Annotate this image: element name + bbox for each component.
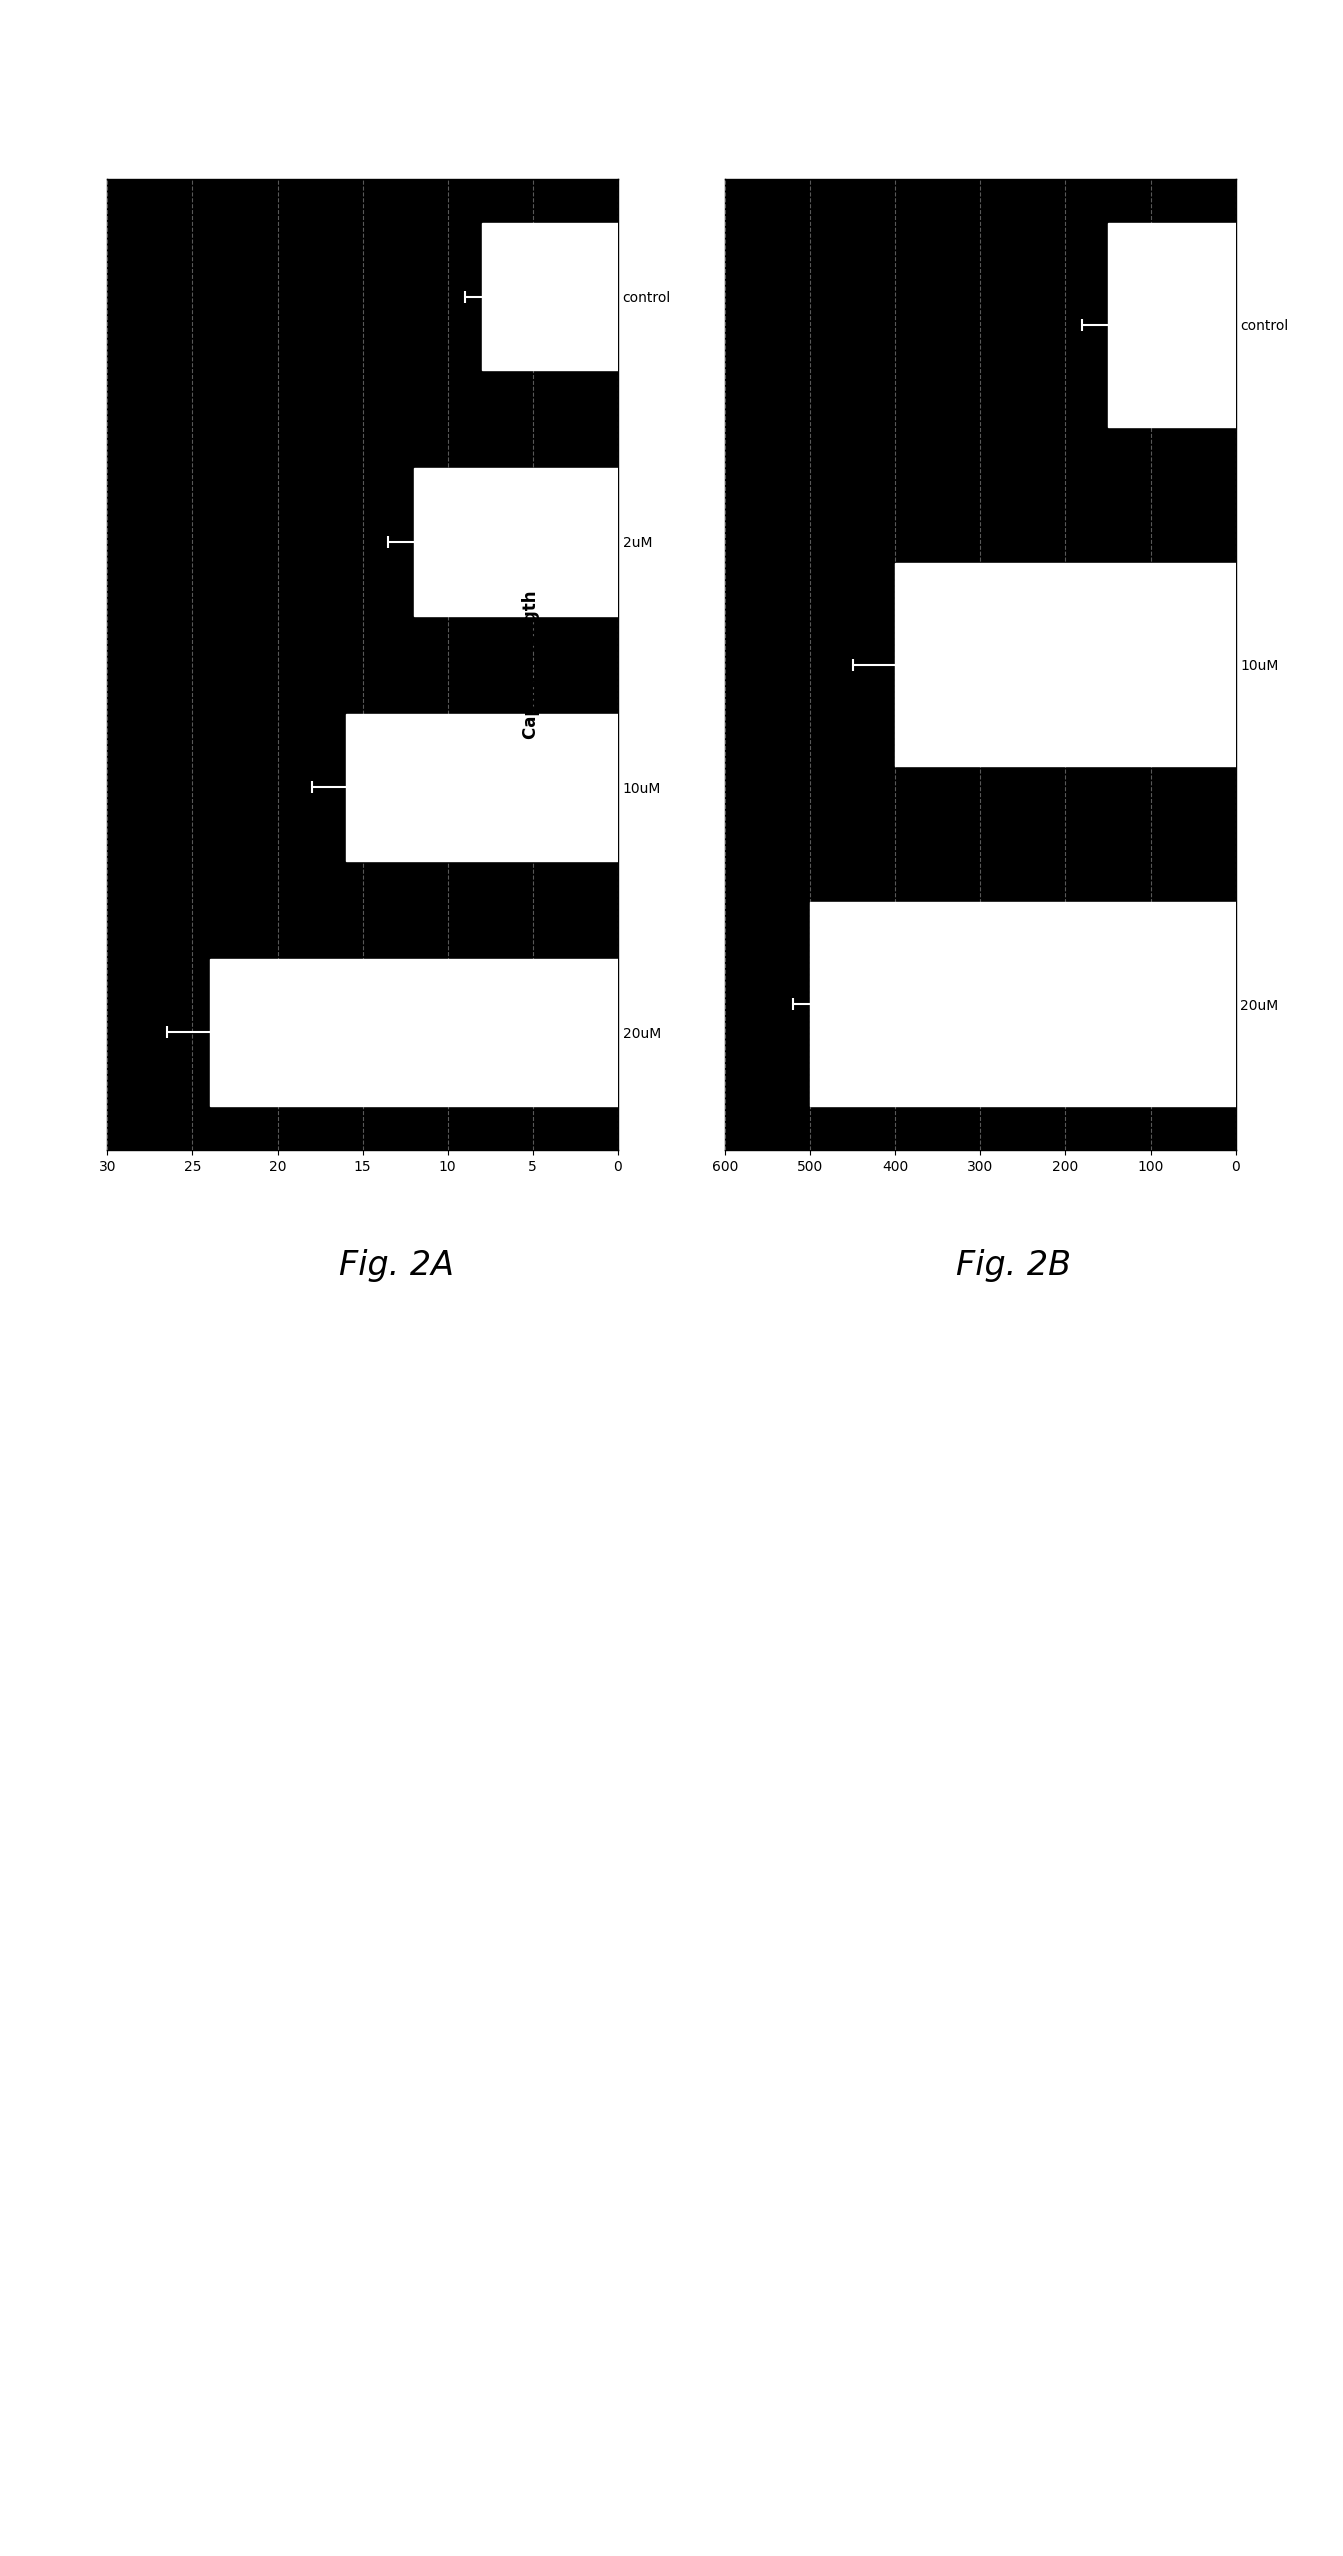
Bar <box>414 468 618 616</box>
Bar <box>482 222 618 371</box>
Bar <box>1108 222 1236 427</box>
Bar <box>345 713 618 861</box>
Text: Capillary length: Capillary length <box>522 590 540 739</box>
Text: Fig. 2B: Fig. 2B <box>956 1250 1072 1281</box>
Bar <box>210 958 618 1107</box>
Bar <box>810 902 1236 1107</box>
Text: Fig. 2A: Fig. 2A <box>338 1250 454 1281</box>
Bar <box>896 562 1236 767</box>
